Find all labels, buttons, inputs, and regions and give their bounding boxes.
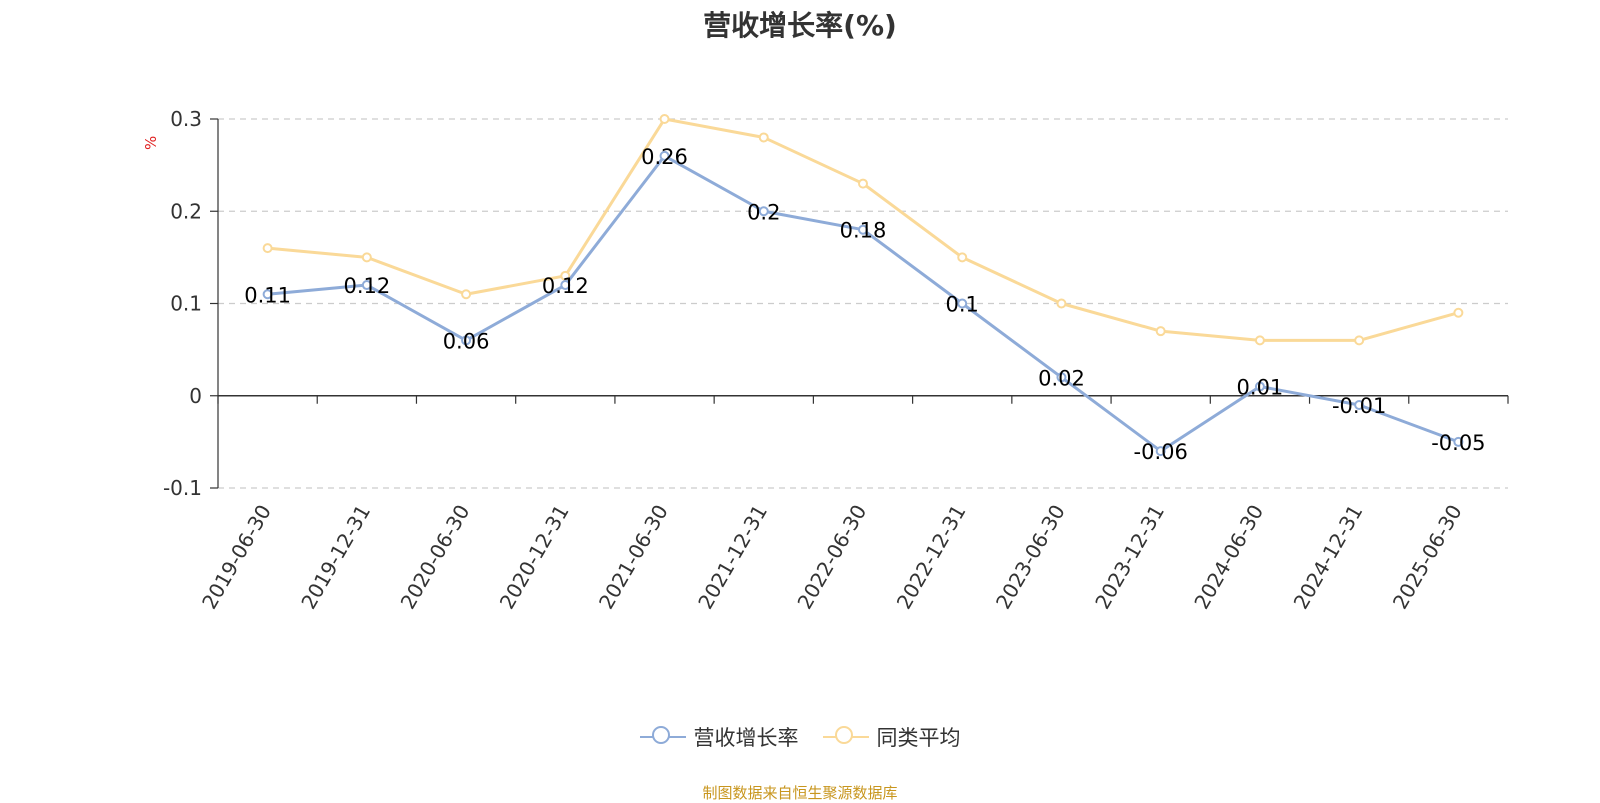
- data-point: [361, 280, 372, 291]
- data-label: -0.01: [1332, 394, 1386, 418]
- x-tick-label: 2019-06-30: [197, 501, 276, 614]
- data-point: [659, 114, 670, 124]
- series-group: [262, 114, 1464, 457]
- data-point: [1453, 436, 1464, 447]
- data-point: [361, 252, 372, 263]
- data-label: -0.05: [1431, 431, 1485, 455]
- data-point: [1254, 381, 1265, 392]
- data-label: 0.12: [542, 274, 589, 298]
- grid-lines: [218, 118, 1508, 489]
- line-chart: 0.3 0.2 0.1 0 -0.1 2019-06-30 2019-12-31 2020-…: [163, 107, 1509, 614]
- x-tick-label: 2022-12-31: [892, 500, 971, 613]
- data-label: 0.12: [343, 274, 390, 298]
- data-labels: 0.11 0.12 0.06 0.12 0.26 0.2 0.18 0.1 0.02 -0.06 0…: [244, 145, 1485, 464]
- x-tick-label: 2023-06-30: [991, 501, 1070, 614]
- data-label: 0.06: [443, 329, 490, 353]
- data-point: [461, 335, 472, 346]
- data-point: [560, 270, 571, 281]
- x-tick-label: 2025-06-30: [1388, 501, 1467, 614]
- x-axis: 2019-06-30 2019-12-31 2020-06-30 2020-12-31…: [197, 395, 1509, 614]
- y-axis: 0.3 0.2 0.1 0 -0.1: [163, 107, 219, 500]
- data-point: [858, 224, 868, 235]
- data-point: [957, 252, 968, 263]
- data-point: [262, 243, 273, 254]
- data-point: [659, 150, 670, 161]
- data-point: [1453, 307, 1464, 318]
- legend-item-revenue-growth[interactable]: 营收增长率: [639, 722, 799, 752]
- data-point: [1056, 298, 1067, 309]
- data-label: 0.18: [840, 219, 887, 243]
- x-tick-label: 2024-12-31: [1289, 501, 1368, 614]
- data-point: [461, 289, 472, 300]
- data-point: [1254, 335, 1265, 346]
- data-label: 0.1: [946, 293, 979, 317]
- chart-title: 营收增长率(%): [703, 9, 897, 42]
- x-tick-label: 2021-06-30: [594, 501, 673, 614]
- data-point: [858, 178, 868, 189]
- data-point: [1155, 326, 1166, 337]
- data-point: [560, 280, 571, 291]
- legend-label: 营收增长率: [693, 726, 799, 750]
- data-point: [758, 206, 769, 217]
- x-tick-label: 2020-12-31: [495, 501, 574, 614]
- data-label: -0.06: [1134, 440, 1188, 464]
- data-label: 0.2: [747, 200, 780, 224]
- data-point: [1354, 335, 1365, 346]
- x-tick-label: 2023-12-31: [1090, 501, 1169, 614]
- y-tick-label: 0: [189, 384, 202, 408]
- legend: 营收增长率 同类平均: [0, 722, 1600, 752]
- x-tick-label: 2024-06-30: [1189, 501, 1268, 614]
- data-point: [1056, 372, 1067, 383]
- data-label: 0.26: [641, 145, 688, 169]
- data-point: [957, 298, 968, 309]
- legend-item-peer-average[interactable]: 同类平均: [822, 722, 961, 752]
- legend-swatch-icon: [639, 725, 686, 749]
- y-tick-label: 0.2: [170, 199, 202, 223]
- x-tick-label: 2020-06-30: [396, 500, 475, 613]
- y-tick-label: -0.1: [163, 476, 202, 500]
- legend-swatch-icon: [822, 725, 869, 749]
- data-label: 0.11: [244, 283, 291, 307]
- y-tick-label: 0.3: [170, 107, 202, 131]
- data-point: [1155, 446, 1166, 457]
- x-tick-label: 2021-12-31: [693, 501, 772, 614]
- data-source-note: 制图数据来自恒生聚源数据库: [702, 784, 898, 802]
- legend-label: 同类平均: [876, 726, 961, 750]
- x-tick-label: 2022-06-30: [792, 501, 871, 614]
- y-tick-label: 0.1: [170, 292, 202, 316]
- data-label: 0.01: [1237, 376, 1284, 400]
- data-point: [1354, 399, 1365, 410]
- data-label: 0.02: [1038, 366, 1085, 390]
- data-point: [758, 132, 769, 143]
- data-point: [262, 289, 273, 300]
- x-tick-label: 2019-12-31: [296, 501, 375, 614]
